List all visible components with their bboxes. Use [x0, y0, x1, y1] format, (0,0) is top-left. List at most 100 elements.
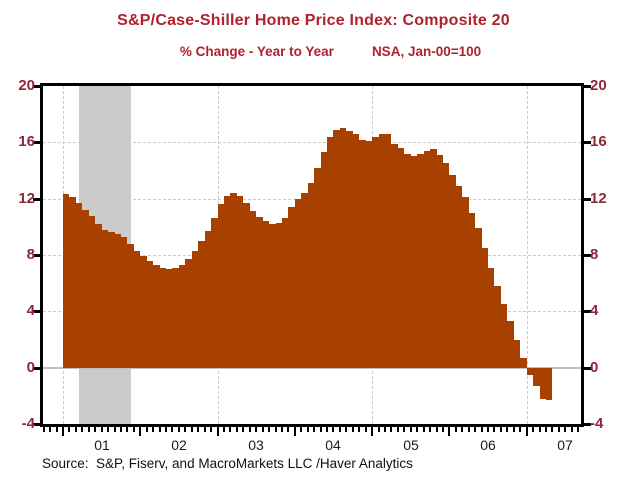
bar	[115, 234, 121, 368]
bar	[520, 358, 527, 368]
x-axis-year-tick	[139, 427, 141, 436]
x-axis-month-tick	[384, 427, 386, 432]
y-axis-tick-left	[33, 198, 41, 201]
bar	[69, 197, 76, 368]
bar	[243, 203, 250, 368]
x-axis-year-tick	[62, 427, 64, 436]
y-axis-label-left: 20	[18, 77, 35, 94]
x-axis-year-label: 06	[480, 437, 496, 453]
x-axis-month-tick	[229, 427, 231, 432]
x-axis-month-tick	[397, 427, 399, 432]
bar	[282, 218, 288, 368]
y-axis-tick-left	[33, 141, 41, 144]
x-axis-month-tick	[159, 427, 161, 432]
bar	[507, 321, 514, 368]
y-axis-label-left: 8	[26, 246, 35, 263]
x-axis-month-tick	[88, 427, 90, 432]
x-axis-month-tick	[468, 427, 470, 432]
bar	[95, 224, 102, 368]
x-axis-month-tick	[455, 427, 457, 432]
bar	[211, 218, 218, 368]
x-axis-month-tick	[287, 427, 289, 432]
bar	[462, 197, 469, 368]
y-axis-tick-right	[583, 423, 591, 426]
bar	[372, 137, 379, 368]
x-axis-month-tick	[390, 427, 392, 432]
bar	[140, 256, 147, 368]
x-axis-month-tick	[519, 427, 521, 432]
bar	[488, 268, 494, 368]
x-axis-month-tick	[114, 427, 116, 432]
y-axis-tick-left	[33, 254, 41, 257]
bar	[469, 213, 475, 368]
x-axis-month-tick	[577, 427, 579, 432]
chart-title: S&P/Case-Shiller Home Price Index: Compo…	[117, 12, 510, 29]
bar	[546, 368, 552, 400]
bar	[411, 156, 417, 368]
bar	[456, 186, 462, 368]
x-axis-month-tick	[326, 427, 328, 432]
x-axis-month-tick	[564, 427, 566, 432]
x-axis-month-tick	[146, 427, 148, 432]
x-axis-month-tick	[43, 427, 45, 432]
x-axis-month-tick	[75, 427, 77, 432]
x-axis-month-tick	[545, 427, 547, 432]
y-axis-label-right: 20	[590, 77, 607, 94]
x-axis-month-tick	[171, 427, 173, 432]
x-axis-month-tick	[378, 427, 380, 432]
x-axis-year-label: 01	[94, 437, 110, 453]
x-axis-year-label: 02	[171, 437, 187, 453]
bar	[449, 175, 456, 368]
x-axis-month-tick	[68, 427, 70, 432]
x-axis-month-tick	[56, 427, 58, 432]
x-axis-month-tick	[300, 427, 302, 432]
bar	[288, 207, 295, 368]
bar	[482, 248, 488, 368]
plot-frame	[40, 83, 584, 427]
x-axis-month-tick	[442, 427, 444, 432]
y-axis-tick-right	[583, 85, 591, 88]
bar	[230, 193, 237, 368]
plot-area	[43, 86, 581, 424]
x-axis-month-tick	[249, 427, 251, 432]
bar	[185, 259, 192, 368]
x-axis-month-tick	[101, 427, 103, 432]
x-axis-month-tick	[152, 427, 154, 432]
bar	[314, 168, 321, 368]
y-axis-label-left: 4	[26, 302, 35, 319]
y-axis-tick-right	[583, 310, 591, 313]
bar	[250, 211, 256, 368]
bar	[327, 137, 333, 368]
x-axis-month-tick	[461, 427, 463, 432]
bar	[501, 304, 507, 368]
x-axis-month-tick	[255, 427, 257, 432]
zero-line	[43, 367, 581, 369]
bar	[359, 140, 366, 368]
bar	[121, 237, 127, 368]
y-axis-tick-left	[33, 367, 41, 370]
bar	[391, 144, 398, 368]
x-axis-month-tick	[81, 427, 83, 432]
bar	[430, 149, 437, 368]
bar	[134, 251, 140, 368]
x-axis-month-tick	[262, 427, 264, 432]
x-axis-month-tick	[126, 427, 128, 432]
bar	[533, 368, 540, 386]
x-axis-month-tick	[416, 427, 418, 432]
bar	[340, 128, 346, 368]
bar	[172, 268, 179, 368]
bar	[218, 204, 224, 368]
bar	[443, 163, 449, 368]
bar	[514, 340, 520, 368]
x-axis-month-tick	[332, 427, 334, 432]
bar	[76, 203, 82, 368]
y-axis-tick-left	[33, 85, 41, 88]
x-axis-month-tick	[210, 427, 212, 432]
chart-subtitle: % Change - Year to Year NSA, Jan-00=100	[0, 44, 627, 59]
x-axis-year-label: 04	[325, 437, 341, 453]
x-axis-month-tick	[558, 427, 560, 432]
y-axis-tick-right	[583, 141, 591, 144]
x-axis-year-tick	[371, 427, 373, 436]
bar	[269, 224, 276, 368]
